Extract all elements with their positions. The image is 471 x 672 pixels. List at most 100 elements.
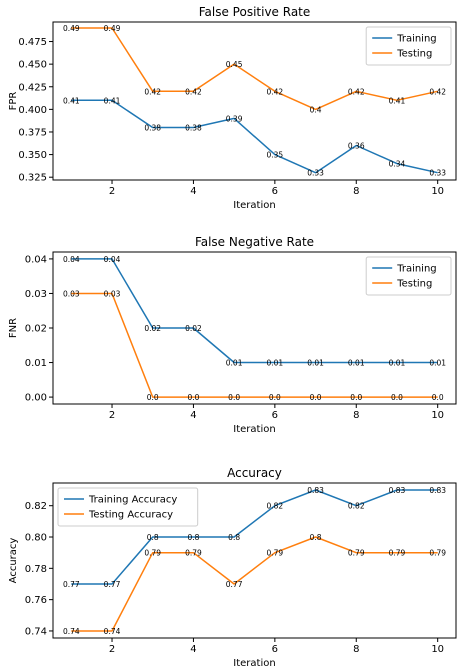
y-tick-label: 0.350 [18, 150, 47, 161]
x-tick-label: 2 [109, 186, 115, 197]
data-label: 0.79 [389, 549, 406, 558]
data-label: 0.83 [389, 486, 406, 495]
x-axis-label: Iteration [233, 424, 275, 435]
data-label: 0.01 [307, 359, 324, 368]
y-tick-label: 0.74 [25, 626, 47, 637]
data-label: 0.36 [348, 142, 365, 151]
legend: Training Accuracy Testing Accuracy [57, 487, 199, 527]
data-label: 0.01 [348, 359, 365, 368]
data-label: 0.04 [104, 255, 121, 264]
data-label: 0.77 [63, 580, 80, 589]
data-label: 0.41 [104, 96, 121, 105]
y-tick-label: 0.00 [25, 393, 47, 404]
data-label: 0.83 [429, 486, 446, 495]
data-label: 0.42 [429, 87, 446, 96]
data-label: 0.04 [63, 255, 80, 264]
y-tick-label: 0.80 [25, 533, 47, 544]
y-tick-label: 0.400 [18, 105, 47, 116]
series-line-2 [71, 536, 438, 632]
data-label: 0.74 [63, 627, 80, 636]
x-axis-label: Iteration [233, 658, 275, 669]
data-label: 0.42 [185, 87, 202, 96]
data-label: 0.03 [63, 289, 80, 298]
series-line-1 [71, 258, 438, 364]
data-label: 0.42 [144, 87, 161, 96]
x-tick-label: 8 [353, 644, 359, 655]
y-tick-label: 0.375 [18, 127, 47, 138]
y-axis-label: Accuracy [8, 538, 19, 584]
data-label: 0.35 [267, 151, 284, 160]
chart-title: Accuracy [227, 466, 282, 480]
x-tick-label: 10 [431, 644, 444, 655]
data-label: 0.82 [267, 502, 284, 511]
plot-area-frame [52, 482, 457, 639]
plot-area-frame [52, 21, 457, 181]
series-line-2 [71, 292, 438, 398]
legend: Training Testing [365, 256, 452, 296]
data-label: 0.8 [228, 533, 240, 542]
series-line-2 [71, 27, 438, 111]
data-label: 0.01 [226, 359, 243, 368]
data-label: 0.02 [144, 324, 161, 333]
data-label: 0.0 [310, 393, 322, 402]
legend-label: Testing Accuracy [88, 510, 173, 521]
y-tick-label: 0.01 [25, 358, 47, 369]
data-label: 0.01 [429, 359, 446, 368]
x-tick-label: 8 [353, 186, 359, 197]
data-label: 0.0 [391, 393, 403, 402]
data-label: 0.79 [429, 549, 446, 558]
data-label: 0.79 [185, 549, 202, 558]
data-label: 0.41 [63, 96, 80, 105]
legend-label: Training Accuracy [88, 495, 177, 506]
chart-1: False Positive Rate 2 4 6 8 10 0.325 0.350 0.375… [8, 5, 457, 211]
data-label: 0.0 [350, 393, 362, 402]
data-label: 0.34 [389, 160, 406, 169]
data-label: 0.42 [348, 87, 365, 96]
legend: Training Testing [365, 26, 452, 66]
data-label: 0.41 [389, 96, 406, 105]
y-tick-label: 0.325 [18, 173, 47, 184]
y-axis-label: FNR [8, 318, 19, 338]
chart-2: False Negative Rate 2 4 6 8 10 0.00 0.01 0.02 0.0… [8, 235, 457, 435]
legend-label: Testing [396, 49, 432, 60]
x-tick-label: 4 [190, 644, 196, 655]
y-tick-label: 0.76 [25, 595, 47, 606]
chart-title: False Positive Rate [199, 5, 311, 19]
y-tick-label: 0.475 [18, 37, 47, 48]
x-tick-label: 10 [431, 186, 444, 197]
y-tick-label: 0.82 [25, 501, 47, 512]
x-tick-label: 8 [353, 410, 359, 421]
data-label: 0.82 [348, 502, 365, 511]
chart-title: False Negative Rate [195, 235, 314, 249]
legend-box [365, 256, 452, 296]
data-label: 0.77 [226, 580, 243, 589]
data-label: 0.49 [104, 24, 121, 33]
data-label: 0.8 [187, 533, 199, 542]
legend-box [57, 487, 199, 527]
series-line-1 [71, 489, 438, 585]
data-label: 0.8 [147, 533, 159, 542]
y-tick-label: 0.04 [25, 254, 47, 265]
x-tick-label: 6 [272, 186, 278, 197]
data-label: 0.0 [187, 393, 199, 402]
y-tick-label: 0.425 [18, 82, 47, 93]
data-label: 0.79 [144, 549, 161, 558]
data-label: 0.8 [310, 533, 322, 542]
data-label: 0.38 [144, 123, 161, 132]
x-tick-label: 2 [109, 410, 115, 421]
legend-label: Testing [396, 279, 432, 290]
data-label: 0.45 [226, 60, 243, 69]
x-tick-label: 2 [109, 644, 115, 655]
data-label: 0.83 [307, 486, 324, 495]
data-label: 0.0 [269, 393, 281, 402]
data-label: 0.79 [348, 549, 365, 558]
data-label: 0.0 [147, 393, 159, 402]
legend-label: Training [396, 34, 436, 45]
data-label: 0.33 [429, 169, 446, 178]
chart-3: Accuracy 2 4 6 8 10 0.74 0.76 0.78 0.80 0.82 Iterat… [8, 466, 457, 669]
data-label: 0.77 [104, 580, 121, 589]
data-label: 0.01 [267, 359, 284, 368]
x-tick-label: 10 [431, 410, 444, 421]
data-label: 0.0 [228, 393, 240, 402]
data-label: 0.49 [63, 24, 80, 33]
